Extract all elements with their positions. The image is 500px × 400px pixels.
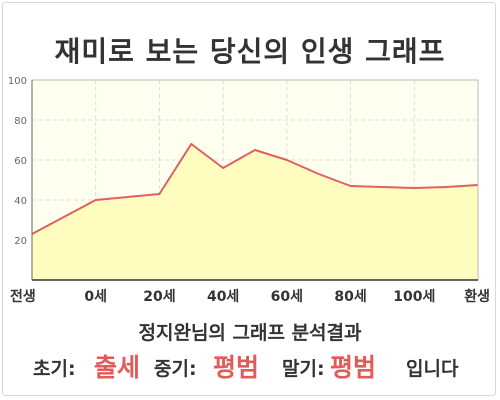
page-title: 재미로 보는 당신의 인생 그래프 [54, 35, 446, 68]
late-label: 말기: [282, 358, 325, 380]
result-suffix: 입니다 [406, 358, 459, 380]
middle-value: 평범 [213, 353, 260, 382]
x-tick-label: 40세 [207, 289, 239, 305]
outer-frame [2, 2, 496, 396]
series-line [31, 143, 479, 235]
x-tick-label: 환생 [464, 288, 490, 305]
late-value: 평범 [330, 353, 377, 382]
x-tick-labels: 전생 0세 20세 40세 60세 80세 100세 환생 [10, 288, 490, 305]
y-tick-label: 100 [8, 76, 27, 87]
y-tick-labels: 20 40 60 80 100 [8, 76, 27, 247]
middle-label: 중기: [154, 358, 197, 380]
y-tick-label: 40 [14, 196, 27, 207]
early-label: 초기: [33, 358, 76, 380]
x-tick-label: 100세 [393, 289, 435, 305]
y-tick-label: 80 [14, 116, 27, 127]
y-tick-label: 60 [14, 156, 27, 167]
x-tick-label: 0세 [84, 289, 107, 305]
x-tick-label: 전생 [10, 288, 36, 305]
early-value: 출세 [94, 353, 141, 382]
x-tick-label: 80세 [334, 289, 366, 305]
x-tick-label: 20세 [143, 289, 175, 305]
result-subtitle: 정지완님의 그래프 분석결과 [138, 322, 362, 344]
y-tick-label: 20 [14, 236, 27, 247]
axes [31, 79, 479, 281]
x-tick-label: 60세 [271, 289, 303, 305]
result-summary: 초기: 출세 중기: 평범 말기: 평범 입니다 [0, 346, 500, 382]
series-area [32, 144, 478, 280]
